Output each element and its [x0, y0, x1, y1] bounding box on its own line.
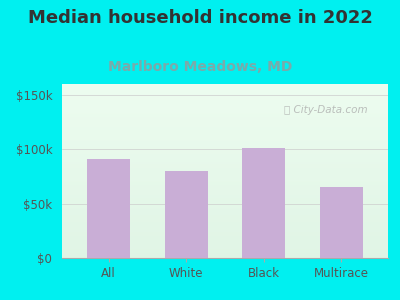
Text: Marlboro Meadows, MD: Marlboro Meadows, MD: [108, 60, 292, 74]
Text: ⓘ City-Data.com: ⓘ City-Data.com: [284, 105, 367, 115]
Bar: [165, 171, 208, 258]
Text: Median household income in 2022: Median household income in 2022: [28, 9, 372, 27]
Bar: [87, 159, 130, 258]
Bar: [242, 148, 285, 258]
Bar: [320, 187, 363, 258]
